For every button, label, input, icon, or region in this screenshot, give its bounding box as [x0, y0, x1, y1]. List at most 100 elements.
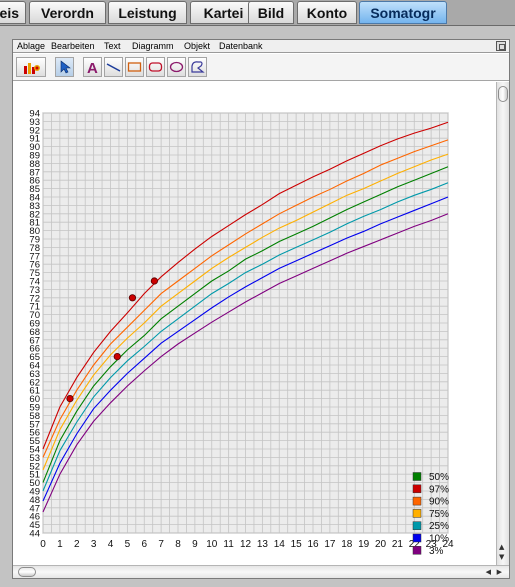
y-tick-label: 48 [29, 495, 40, 506]
arrow-pointer-icon [59, 60, 71, 74]
document-menubar: Ablage Bearbeiten Text Diagramm Objekt Datenb… [13, 40, 509, 53]
legend-swatch [412, 546, 422, 555]
ellipse-tool-button[interactable] [167, 57, 186, 77]
y-tick-label: 60 [29, 394, 40, 405]
legend-swatch [412, 472, 422, 481]
legend-swatch [412, 484, 422, 494]
legend-label: 3% [429, 546, 444, 557]
y-tick-label: 49 [29, 487, 40, 498]
x-tick-label: 14 [274, 539, 286, 550]
y-tick-label: 70 [29, 310, 40, 321]
scroll-down-arrow-icon[interactable]: ▼ [499, 553, 505, 561]
y-tick-label: 76 [29, 260, 40, 271]
chart-icon [23, 60, 40, 74]
legend-swatch [412, 533, 422, 543]
tab-leistung[interactable]: Leistung [108, 1, 187, 24]
tab-eis[interactable]: eis [0, 1, 26, 24]
measurement-point [128, 294, 137, 302]
tab-konto[interactable]: Konto [297, 1, 357, 24]
percentile-line-50pct [42, 166, 449, 483]
legend-label: 97% [429, 484, 449, 495]
text-tool-button[interactable]: A [83, 57, 102, 77]
y-tick-label: 57 [29, 419, 40, 430]
x-tick-label: 19 [358, 539, 370, 550]
x-tick-label: 18 [341, 539, 353, 550]
y-tick-label: 71 [29, 302, 40, 313]
y-tick-label: 55 [29, 436, 40, 447]
legend-label: 90% [429, 497, 449, 508]
legend-label: 50% [429, 472, 449, 483]
rectangle-icon [127, 60, 142, 74]
x-tick-label: 7 [158, 539, 164, 550]
freeform-tool-button[interactable] [188, 57, 207, 77]
menu-ablage[interactable]: Ablage [17, 41, 46, 51]
x-tick-label: 3 [91, 539, 97, 550]
y-tick-label: 75 [29, 268, 40, 279]
menu-text[interactable]: Text [104, 41, 121, 51]
y-tick-label: 46 [29, 512, 40, 523]
legend-swatch [412, 521, 422, 530]
y-tick-label: 45 [29, 520, 40, 531]
y-tick-label: 83 [29, 201, 40, 212]
select-tool-button[interactable] [55, 57, 74, 77]
line-tool-button[interactable] [104, 57, 123, 77]
scroll-left-arrow-icon[interactable]: ◀ [485, 568, 491, 576]
horizontal-scroll-thumb[interactable] [18, 567, 36, 577]
x-tick-label: 15 [291, 539, 303, 550]
rounded-rectangle-tool-button[interactable] [146, 57, 165, 77]
y-tick-label: 63 [29, 369, 40, 380]
vertical-scroll-thumb[interactable] [498, 86, 508, 102]
y-tick-label: 79 [29, 235, 40, 246]
y-tick-label: 73 [29, 285, 40, 296]
zoom-box-icon[interactable] [496, 41, 506, 51]
chart-tool-button[interactable] [16, 57, 46, 77]
y-tick-label: 94 [29, 109, 40, 120]
y-tick-label: 65 [29, 352, 40, 363]
x-tick-label: 9 [192, 539, 198, 550]
y-tick-label: 58 [29, 411, 40, 422]
y-tick-label: 85 [29, 184, 40, 195]
y-tick-label: 44 [29, 529, 40, 540]
rectangle-tool-button[interactable] [125, 57, 144, 77]
legend-label: 75% [429, 509, 449, 520]
drawing-toolbar: A [13, 54, 509, 81]
tab-bild[interactable]: Bild [248, 1, 294, 24]
somatogram-document: Ablage Bearbeiten Text Diagramm Objekt Datenb… [12, 39, 510, 579]
y-tick-label: 52 [29, 461, 40, 472]
percentile-line-75pct [42, 153, 449, 471]
tab-somatogr[interactable]: Somatogr [359, 1, 447, 24]
percentile-line-25pct [42, 182, 449, 492]
y-tick-label: 47 [29, 503, 40, 514]
x-tick-label: 5 [125, 539, 131, 550]
y-tick-label: 66 [29, 344, 40, 355]
menu-datenbank[interactable]: Datenbank [219, 41, 263, 51]
menu-objekt[interactable]: Objekt [184, 41, 211, 51]
x-tick-label: 10 [206, 539, 218, 550]
y-tick-label: 77 [29, 251, 40, 262]
scroll-right-arrow-icon[interactable]: ▶ [496, 568, 502, 576]
freeform-shape-icon [190, 60, 205, 74]
tab-verordn[interactable]: Verordn [29, 1, 106, 24]
scroll-up-arrow-icon[interactable]: ▲ [499, 543, 505, 551]
vertical-scrollbar[interactable]: ▲ ▼ [496, 82, 509, 566]
x-tick-label: 12 [240, 539, 252, 550]
rounded-rectangle-icon [148, 60, 163, 74]
menu-bearbeiten[interactable]: Bearbeiten [51, 41, 95, 51]
y-tick-label: 84 [29, 193, 40, 204]
x-tick-label: 13 [257, 539, 269, 550]
x-tick-label: 0 [40, 539, 46, 550]
x-tick-label: 8 [175, 539, 181, 550]
y-tick-label: 50 [29, 478, 40, 489]
horizontal-scrollbar[interactable]: ◀ ▶ [13, 565, 509, 578]
line-icon [106, 60, 121, 74]
y-tick-label: 87 [29, 167, 40, 178]
x-tick-label: 11 [223, 539, 234, 550]
menu-diagramm[interactable]: Diagramm [132, 41, 174, 51]
x-tick-label: 1 [57, 539, 63, 550]
y-tick-label: 68 [29, 327, 40, 338]
tab-kartei[interactable]: Kartei [190, 1, 257, 24]
y-tick-label: 82 [29, 209, 40, 220]
x-tick-label: 21 [392, 539, 404, 550]
svg-text:A: A [87, 60, 98, 74]
y-tick-label: 74 [29, 277, 40, 288]
